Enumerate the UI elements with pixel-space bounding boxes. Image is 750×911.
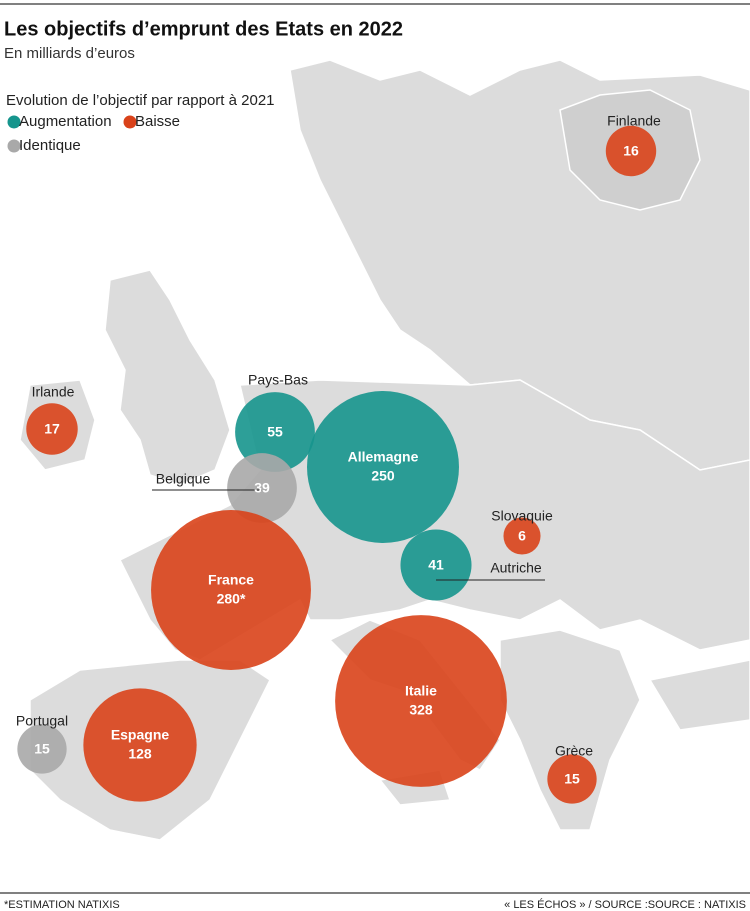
footnote: *ESTIMATION NATIXIS	[4, 899, 120, 911]
country-label: France	[208, 572, 254, 588]
legend-label: Identique	[19, 137, 81, 154]
country-label: Italie	[405, 683, 437, 699]
bubble	[83, 688, 197, 802]
legend-swatch	[123, 115, 137, 129]
value-label: 128	[128, 746, 152, 762]
legend-swatch	[7, 115, 21, 129]
legend-title: Evolution de l’objectif par rapport à 20…	[6, 92, 275, 109]
value-label: 280*	[217, 591, 246, 607]
legend-swatch	[7, 139, 21, 153]
country-label: Slovaquie	[491, 508, 553, 524]
bubble	[235, 392, 315, 472]
source: « LES ÉCHOS » / SOURCE :SOURCE : NATIXIS	[504, 898, 746, 911]
country-label: Allemagne	[348, 449, 419, 465]
bubble	[400, 529, 472, 601]
value-label: 16	[623, 143, 639, 159]
bubble	[335, 615, 507, 787]
value-label: 55	[267, 424, 283, 440]
country-label: Espagne	[111, 727, 170, 743]
value-label: 250	[371, 468, 395, 484]
value-label: 15	[564, 771, 580, 787]
country-label: Belgique	[156, 471, 211, 487]
title: Les objectifs d’emprunt des Etats en 202…	[4, 18, 403, 40]
bubble	[17, 724, 67, 774]
country-label: Autriche	[490, 560, 542, 576]
value-label: 39	[254, 480, 270, 496]
legend-label: Baisse	[135, 113, 180, 130]
bubble	[227, 453, 297, 523]
value-label: 17	[44, 421, 60, 437]
bubble	[605, 125, 657, 177]
bubble	[151, 510, 311, 670]
country-label: Finlande	[607, 113, 661, 129]
country-label: Irlande	[32, 384, 75, 400]
value-label: 15	[34, 741, 50, 757]
legend-label: Augmentation	[19, 113, 112, 130]
value-label: 6	[518, 528, 526, 544]
bubble	[547, 754, 597, 804]
bubble	[503, 517, 541, 555]
bubble	[26, 403, 78, 455]
bubble	[307, 391, 459, 543]
value-label: 41	[428, 557, 444, 573]
country-label: Portugal	[16, 713, 68, 729]
country-label: Pays-Bas	[248, 372, 308, 388]
subtitle: En milliards d’euros	[4, 45, 135, 62]
value-label: 328	[409, 702, 433, 718]
country-label: Grèce	[555, 743, 593, 759]
